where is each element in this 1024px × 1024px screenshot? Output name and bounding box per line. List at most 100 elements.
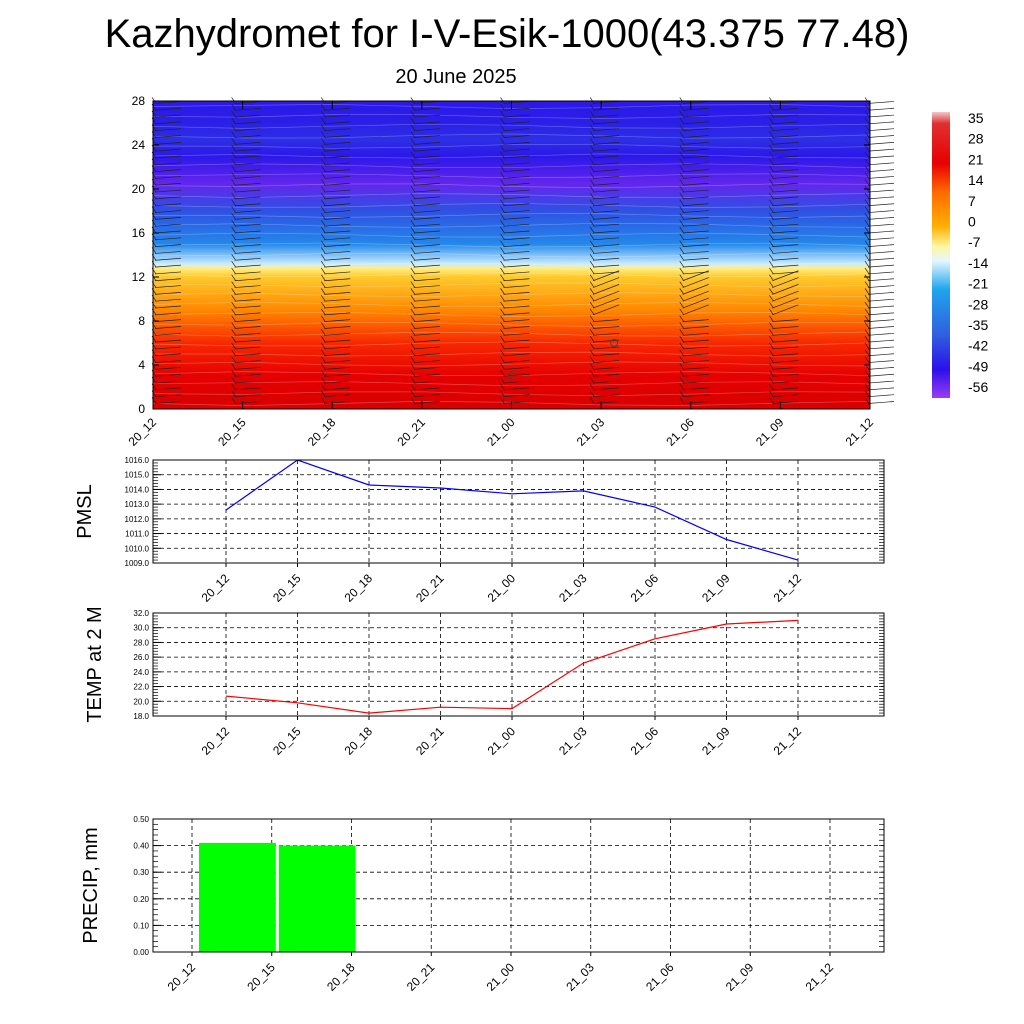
wind-barb <box>154 244 182 247</box>
precip-bar <box>199 842 276 952</box>
wind-barb-flag <box>320 185 326 193</box>
wind-barb <box>324 189 351 193</box>
wind-barb-flag <box>864 199 870 206</box>
contour-line <box>152 292 871 298</box>
y-tick-label: 0.30 <box>133 868 149 877</box>
wind-barb <box>324 373 351 377</box>
calm-circle <box>507 372 516 380</box>
wind-barb <box>772 148 799 152</box>
wind-barb <box>682 155 709 159</box>
wind-barb-flag <box>679 117 685 125</box>
wind-barb-flag <box>864 349 870 356</box>
wind-barb <box>593 189 620 193</box>
wind-barb <box>154 353 182 357</box>
wind-barb <box>154 169 182 172</box>
wind-barb-flag <box>231 185 236 193</box>
wind-barb <box>772 169 799 172</box>
wind-barb-flag <box>864 240 870 247</box>
wind-barb-flag <box>410 349 416 356</box>
wind-barb <box>593 353 620 357</box>
wind-barb-flag <box>864 138 870 145</box>
wind-barb-flag <box>864 267 870 275</box>
wind-barb-flag <box>410 356 416 363</box>
wind-barb-flag <box>679 206 685 213</box>
wind-barb-flag <box>231 219 236 227</box>
wind-barb-flag <box>864 213 870 220</box>
wind-barb-flag <box>679 254 685 261</box>
wind-barb <box>593 271 620 275</box>
wind-barb-flag <box>769 342 774 350</box>
wind-barb <box>234 367 261 370</box>
wind-barb <box>234 360 261 363</box>
wind-barb <box>772 114 799 118</box>
wind-barb-flag <box>500 247 505 254</box>
wind-barb <box>154 332 182 336</box>
wind-barb <box>413 210 440 213</box>
wind-barb <box>772 277 799 288</box>
wind-barb-flag <box>589 172 595 179</box>
wind-barb <box>772 380 799 384</box>
wind-barb-flag <box>769 376 774 384</box>
series-line <box>225 459 799 561</box>
wind-barb-flag <box>410 131 416 138</box>
x-tick-label: 21_12 <box>803 960 837 994</box>
wind-barb-flag <box>320 247 326 254</box>
wind-barb-flag <box>679 363 685 370</box>
wind-barb-flag <box>679 165 685 172</box>
wind-barb <box>867 264 895 268</box>
series-line <box>225 619 799 714</box>
wind-barb-flag <box>320 226 326 234</box>
wind-barb-flag <box>500 390 505 397</box>
wind-barb <box>682 128 709 132</box>
wind-barb <box>867 401 895 404</box>
wind-barb-flag <box>231 356 236 363</box>
y-tick-label: 20.0 <box>133 697 149 706</box>
wind-barb <box>503 162 530 166</box>
wind-barb <box>234 114 261 118</box>
wind-barb <box>682 182 709 186</box>
wind-barb <box>682 346 709 350</box>
wind-barb-flag <box>410 165 416 172</box>
wind-barb <box>682 169 709 172</box>
wind-barb <box>682 135 709 138</box>
wind-barb <box>772 401 799 404</box>
wind-barb <box>503 128 530 132</box>
wind-barb-flag <box>589 124 595 131</box>
wind-barb-flag <box>320 315 326 322</box>
wind-barb <box>772 251 799 254</box>
contour-line <box>152 381 871 387</box>
chart-subtitle: 20 June 2025 <box>395 66 517 88</box>
wind-barb <box>592 277 620 288</box>
y-tick-label: 1009.0 <box>125 559 150 568</box>
wind-barb-flag <box>500 117 505 125</box>
wind-barb-flag <box>769 363 774 370</box>
wind-barb <box>682 332 709 336</box>
wind-barb <box>234 298 261 302</box>
wind-barb-flag <box>231 104 236 111</box>
wind-barb-flag <box>320 260 326 268</box>
wind-barb <box>324 135 351 138</box>
wind-barb <box>593 217 620 220</box>
wind-barb-flag <box>679 247 685 254</box>
wind-barb <box>593 107 620 111</box>
wind-barb-flag <box>864 179 870 186</box>
wind-barb-flag <box>231 370 236 377</box>
wind-barb-flag <box>864 110 870 118</box>
wind-barb <box>593 401 620 404</box>
wind-barb-flag <box>500 104 505 111</box>
wind-barb <box>772 332 799 336</box>
wind-barb-flag <box>864 233 870 241</box>
wind-barb-flag <box>679 274 685 281</box>
contour-line <box>152 321 871 327</box>
wind-barb <box>324 121 351 125</box>
wind-barb-flag <box>769 185 774 193</box>
wind-barb-flag <box>410 97 416 104</box>
wind-barb-flag <box>320 131 326 138</box>
wind-barb <box>682 230 709 234</box>
x-tick-label: 20_21 <box>413 571 447 605</box>
wind-barb <box>413 251 440 254</box>
wind-barb <box>593 196 620 200</box>
wind-barb <box>593 244 620 247</box>
wind-barb-flag <box>500 397 505 404</box>
wind-barb <box>867 285 895 288</box>
